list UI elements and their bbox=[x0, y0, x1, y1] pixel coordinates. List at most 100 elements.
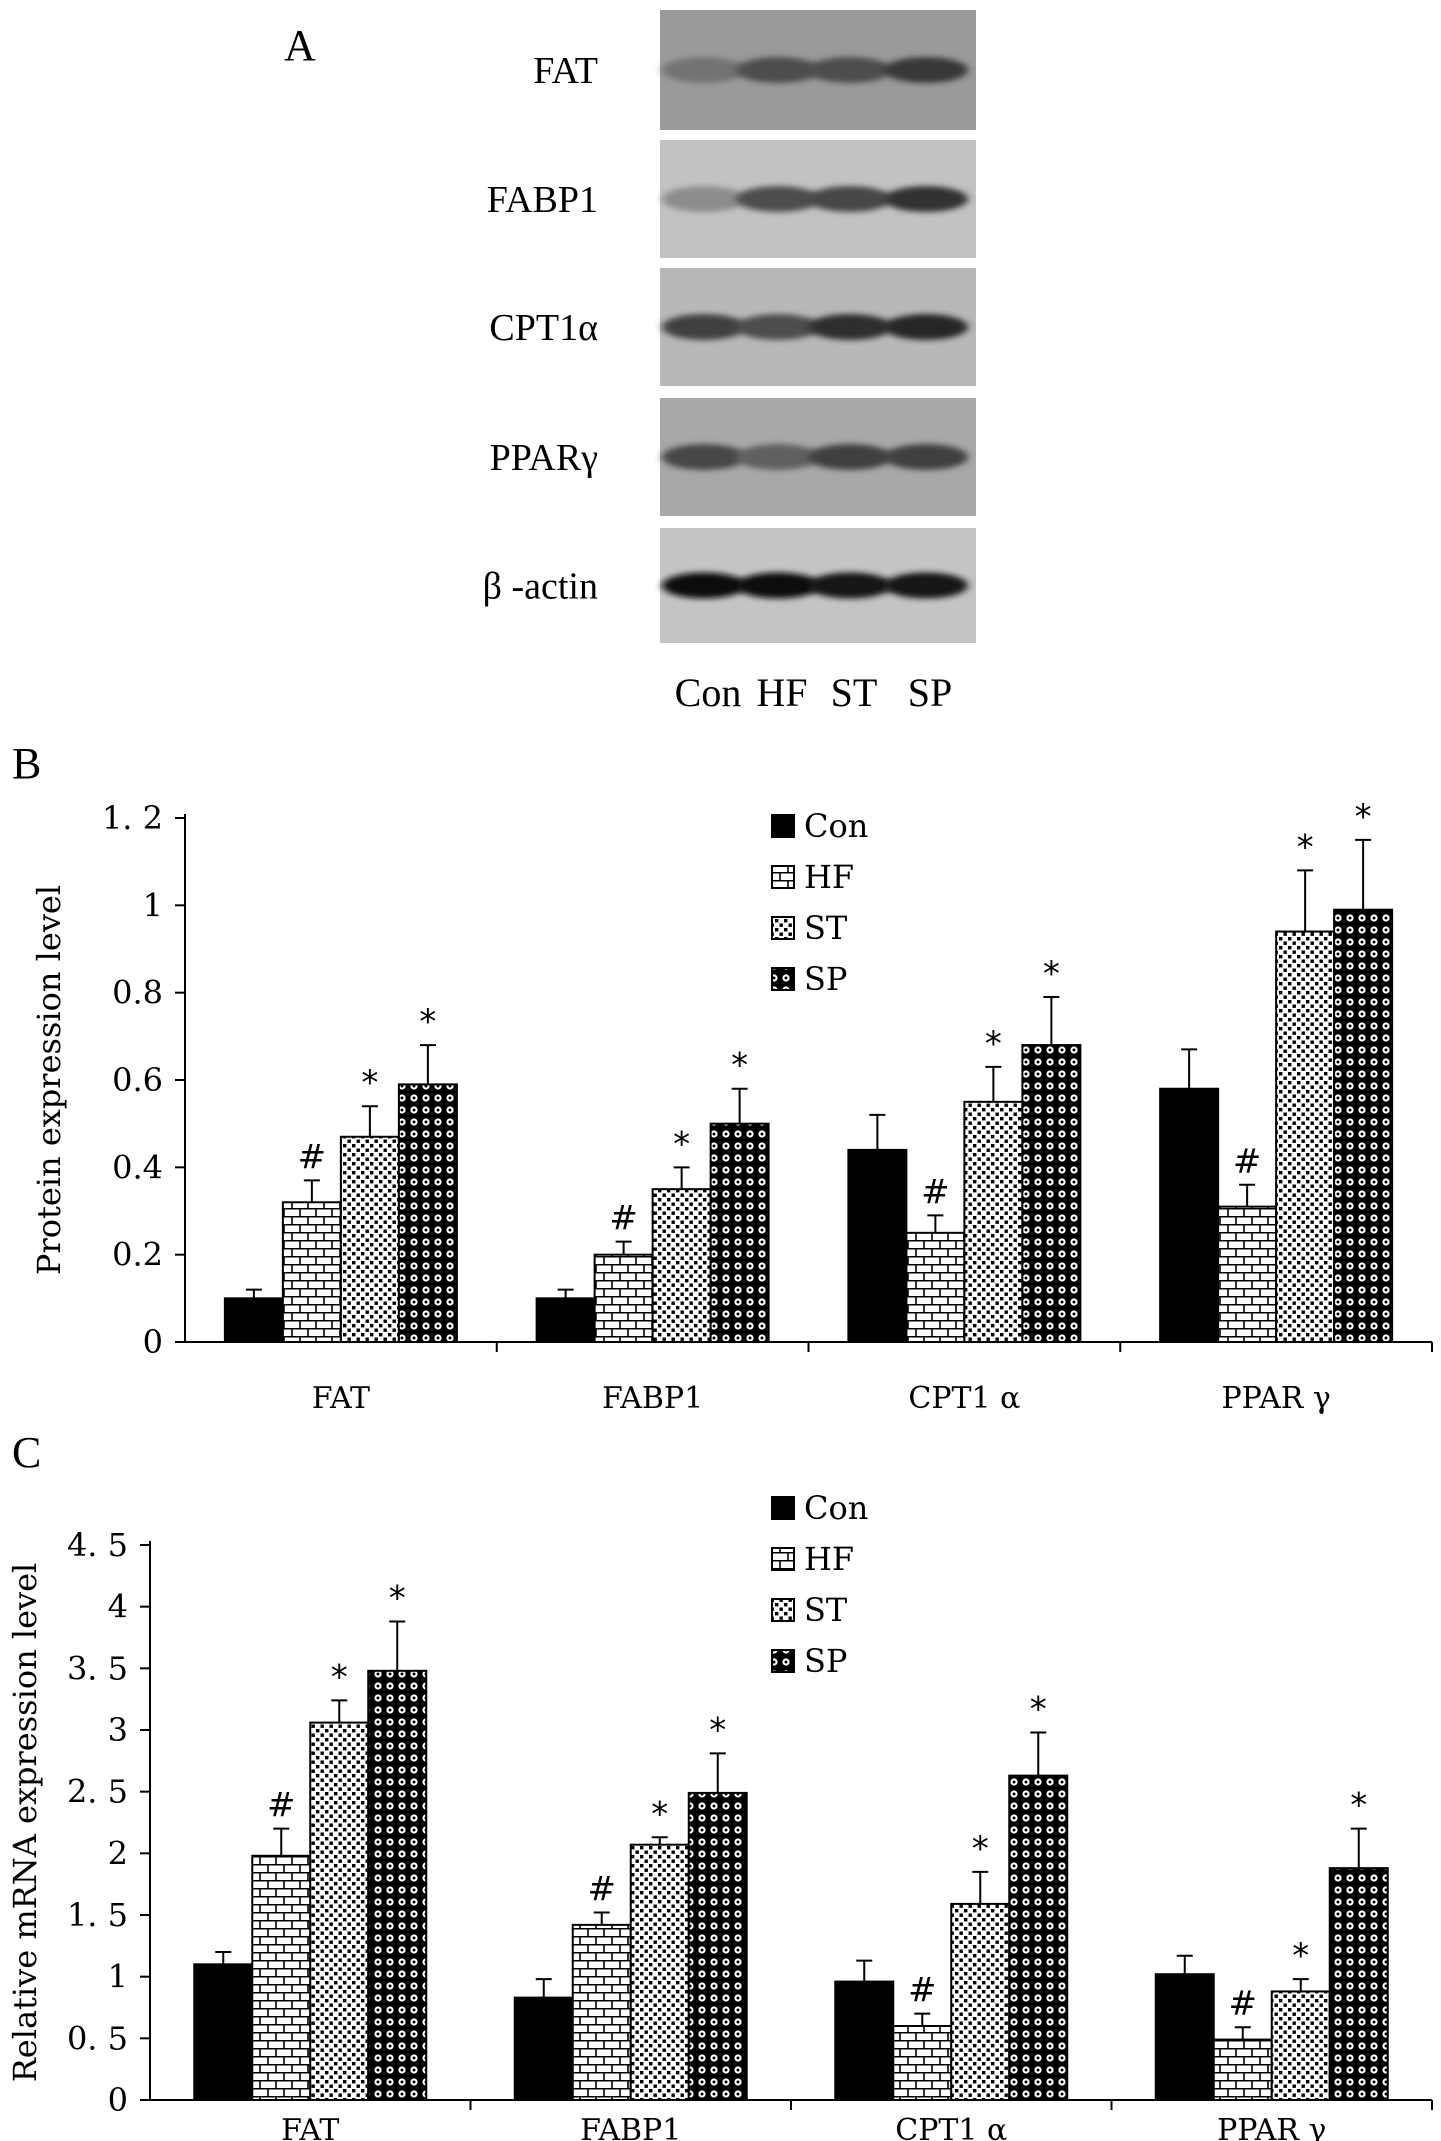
legend-swatch-st bbox=[771, 1598, 795, 1622]
significance-mark-sp-cpt1: * bbox=[1030, 1689, 1047, 1729]
significance-mark-sp-ppar: * bbox=[1350, 1786, 1367, 1826]
bar-hf-fabp1 bbox=[571, 1923, 632, 2102]
bar-con-fat bbox=[193, 1963, 254, 2102]
band-cpt1a-sp bbox=[884, 314, 968, 340]
y-tick-label: 4 bbox=[108, 1588, 128, 1626]
legend-label-sp: SP bbox=[804, 1642, 847, 1680]
blot-label-cpt1a: CPT1α bbox=[489, 307, 598, 349]
significance-mark-hf-cpt1: # bbox=[908, 1971, 937, 2011]
bar-hf-cpt1 bbox=[905, 1231, 966, 1344]
bar-hf-ppar bbox=[1212, 2038, 1273, 2101]
panel-b-protein-chart: B 0 0.2 0.4 0.6 0.8 1 1. 2 Protein expression l… bbox=[12, 739, 1433, 1416]
band-fabp1-sp bbox=[884, 186, 968, 212]
legend-label-con: Con bbox=[804, 1489, 868, 1527]
significance-mark-hf-fat: # bbox=[298, 1137, 327, 1177]
bar-sp-ppar bbox=[1328, 1867, 1389, 2101]
category-label-ppar: PPAR γ bbox=[1217, 2113, 1326, 2141]
significance-mark-st-ppar: * bbox=[1297, 827, 1314, 867]
y-tick-label: 0.2 bbox=[112, 1236, 163, 1274]
significance-mark-hf-fat: # bbox=[267, 1786, 296, 1826]
significance-mark-sp-fat: * bbox=[419, 1002, 436, 1042]
bar-sp-fabp1 bbox=[687, 1791, 748, 2102]
band-pparg-sp bbox=[884, 444, 968, 470]
significance-mark-sp-fat: * bbox=[389, 1578, 406, 1618]
significance-mark-st-cpt1: * bbox=[985, 1024, 1002, 1064]
blot-strips bbox=[660, 10, 976, 643]
legend-swatch-sp bbox=[771, 967, 795, 991]
y-tick-label: 2. 5 bbox=[67, 1773, 128, 1811]
panel-a-western-blot: A FAT FABP1 CPT1α PPARγ β -actin Con HF ST SP bbox=[284, 10, 976, 715]
category-label-fabp1: FABP1 bbox=[602, 1381, 703, 1416]
legend-swatch-st bbox=[771, 916, 795, 940]
panel-b-label: B bbox=[12, 739, 41, 788]
bar-st-ppar bbox=[1275, 930, 1336, 1343]
band-cpt1a-con bbox=[662, 314, 746, 340]
band-fat-st bbox=[808, 57, 892, 83]
significance-mark-st-fat: * bbox=[331, 1657, 348, 1697]
lane-label-con: Con bbox=[675, 670, 742, 715]
blot-strip-beta-actin bbox=[660, 528, 976, 643]
y-tick-label: 0.6 bbox=[112, 1061, 163, 1099]
significance-mark-st-cpt1: * bbox=[972, 1829, 989, 1869]
bar-con-cpt1 bbox=[834, 1980, 895, 2101]
significance-mark-st-fabp1: * bbox=[673, 1124, 690, 1164]
legend: Con HF ST SP bbox=[771, 807, 868, 998]
significance-mark-st-fat: * bbox=[361, 1063, 378, 1103]
bar-hf-fat bbox=[251, 1854, 312, 2102]
blot-strip-fabp1 bbox=[660, 140, 976, 258]
band-cpt1a-hf bbox=[736, 314, 820, 340]
legend-label-st: ST bbox=[804, 1591, 848, 1629]
band-pparg-st bbox=[808, 444, 892, 470]
band-beta-actin-hf bbox=[736, 572, 820, 599]
bar-st-fat bbox=[309, 1721, 370, 2101]
bar-con-cpt1 bbox=[847, 1148, 908, 1344]
y-tick-label: 0.4 bbox=[112, 1148, 163, 1186]
lane-label-hf: HF bbox=[756, 670, 807, 715]
y-tick-label: 0 bbox=[143, 1323, 163, 1361]
blot-labels: FAT FABP1 CPT1α PPARγ β -actin bbox=[483, 50, 598, 608]
significance-mark-hf-ppar: # bbox=[1229, 1984, 1258, 2024]
y-axis-title: Protein expression level bbox=[30, 885, 68, 1275]
significance-mark-hf-cpt1: # bbox=[921, 1172, 950, 1212]
bar-sp-cpt1 bbox=[1008, 1774, 1069, 2101]
legend-swatch-hf bbox=[771, 1547, 795, 1571]
panel-a-label: A bbox=[284, 21, 316, 70]
y-tick-label: 1 bbox=[143, 886, 163, 924]
band-fat-sp bbox=[884, 57, 968, 83]
category-label-fat: FAT bbox=[281, 2113, 339, 2141]
significance-mark-sp-fabp1: * bbox=[731, 1046, 748, 1086]
bar-sp-fat bbox=[397, 1083, 458, 1344]
significance-mark-st-fabp1: * bbox=[651, 1794, 668, 1834]
blot-label-beta-actin: β -actin bbox=[483, 566, 598, 608]
bar-hf-cpt1 bbox=[892, 2025, 953, 2101]
band-cpt1a-st bbox=[808, 314, 892, 340]
significance-mark-sp-cpt1: * bbox=[1043, 954, 1060, 994]
significance-mark-hf-ppar: # bbox=[1233, 1142, 1262, 1182]
y-tick-label: 0 bbox=[108, 2081, 128, 2119]
y-tick-label: 0. 5 bbox=[67, 2019, 128, 2057]
band-fabp1-con bbox=[662, 186, 746, 212]
bar-con-fabp1 bbox=[535, 1297, 596, 1344]
panel-c-label: C bbox=[12, 1428, 41, 1477]
bar-sp-cpt1 bbox=[1021, 1044, 1082, 1343]
significance-mark-sp-ppar: * bbox=[1355, 797, 1372, 837]
band-fabp1-st bbox=[808, 186, 892, 212]
lane-labels: Con HF ST SP bbox=[675, 670, 953, 715]
y-tick-label: 4. 5 bbox=[67, 1526, 128, 1564]
lane-label-st: ST bbox=[831, 670, 878, 715]
legend-label-sp: SP bbox=[804, 960, 847, 998]
y-tick-label: 3 bbox=[108, 1711, 128, 1749]
bar-con-ppar bbox=[1154, 1973, 1215, 2101]
bar-hf-ppar bbox=[1217, 1205, 1278, 1343]
y-tick-label: 1 bbox=[108, 1958, 128, 1996]
category-label-fabp1: FABP1 bbox=[580, 2113, 681, 2141]
significance-mark-st-ppar: * bbox=[1292, 1936, 1309, 1976]
y-tick-label: 1. 5 bbox=[67, 1896, 128, 1934]
bar-hf-fabp1 bbox=[593, 1253, 654, 1343]
bar-con-fat bbox=[223, 1297, 284, 1344]
y-tick-label: 2 bbox=[108, 1834, 128, 1872]
legend-swatch-sp bbox=[771, 1649, 795, 1673]
bar-st-fat bbox=[339, 1135, 400, 1344]
blot-label-fat: FAT bbox=[533, 50, 598, 92]
